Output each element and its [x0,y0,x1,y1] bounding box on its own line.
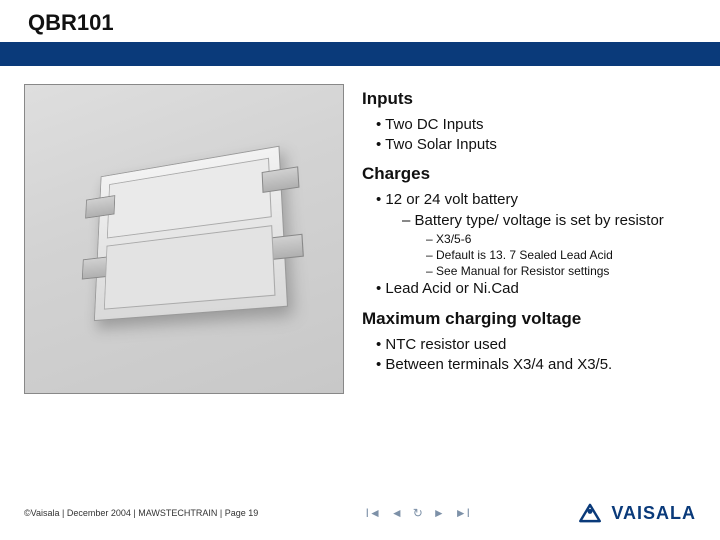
list-item: Lead Acid or Ni.Cad [376,279,664,299]
list-item: Between terminals X3/4 and X3/5. [376,355,664,375]
list-item-label: 12 or 24 volt battery [385,191,518,208]
text-column: Inputs Two DC Inputs Two Solar Inputs Ch… [344,84,664,394]
title-bar: QBR101 [0,0,720,66]
charges-sublist: Battery type/ voltage is set by resistor… [376,211,664,280]
nav-prev-icon[interactable]: ◄ [391,506,403,520]
charges-subsublist: X3/5-6 Default is 13. 7 Sealed Lead Acid… [402,231,664,280]
charges-list: 12 or 24 volt battery Battery type/ volt… [362,190,664,299]
product-photo [24,84,344,394]
list-item: See Manual for Resistor settings [426,263,664,279]
logo-mark-icon [577,500,603,526]
section-heading-charges: Charges [362,163,664,186]
list-item: X3/5-6 [426,231,664,247]
slide-nav: I◄ ◄ ↻ ► ►I [366,506,470,520]
footer-copyright: ©Vaisala | December 2004 | MAWSTECHTRAIN… [24,508,258,518]
page-title: QBR101 [28,10,720,36]
brand-logo: VAISALA [577,500,696,526]
nav-first-icon[interactable]: I◄ [366,506,381,520]
connector-icon [262,166,300,193]
brand-name: VAISALA [611,503,696,524]
inputs-list: Two DC Inputs Two Solar Inputs [362,115,664,156]
device-illustration [94,146,288,321]
nav-refresh-icon[interactable]: ↻ [413,506,423,520]
list-item: Two DC Inputs [376,115,664,135]
footer: ©Vaisala | December 2004 | MAWSTECHTRAIN… [24,500,696,526]
list-item: Two Solar Inputs [376,135,664,155]
connector-icon [264,234,303,261]
list-item: NTC resistor used [376,335,664,355]
section-heading-inputs: Inputs [362,88,664,111]
nav-last-icon[interactable]: ►I [455,506,470,520]
nav-next-icon[interactable]: ► [433,506,445,520]
list-item-label: Battery type/ voltage is set by resistor [415,212,664,229]
list-item: Battery type/ voltage is set by resistor… [402,211,664,280]
content-area: Inputs Two DC Inputs Two Solar Inputs Ch… [0,66,720,394]
maxv-list: NTC resistor used Between terminals X3/4… [362,335,664,376]
list-item: Default is 13. 7 Sealed Lead Acid [426,247,664,263]
connector-icon [82,256,113,280]
connector-icon [85,195,115,218]
section-heading-maxv: Maximum charging voltage [362,308,664,331]
list-item: 12 or 24 volt battery Battery type/ volt… [376,190,664,279]
